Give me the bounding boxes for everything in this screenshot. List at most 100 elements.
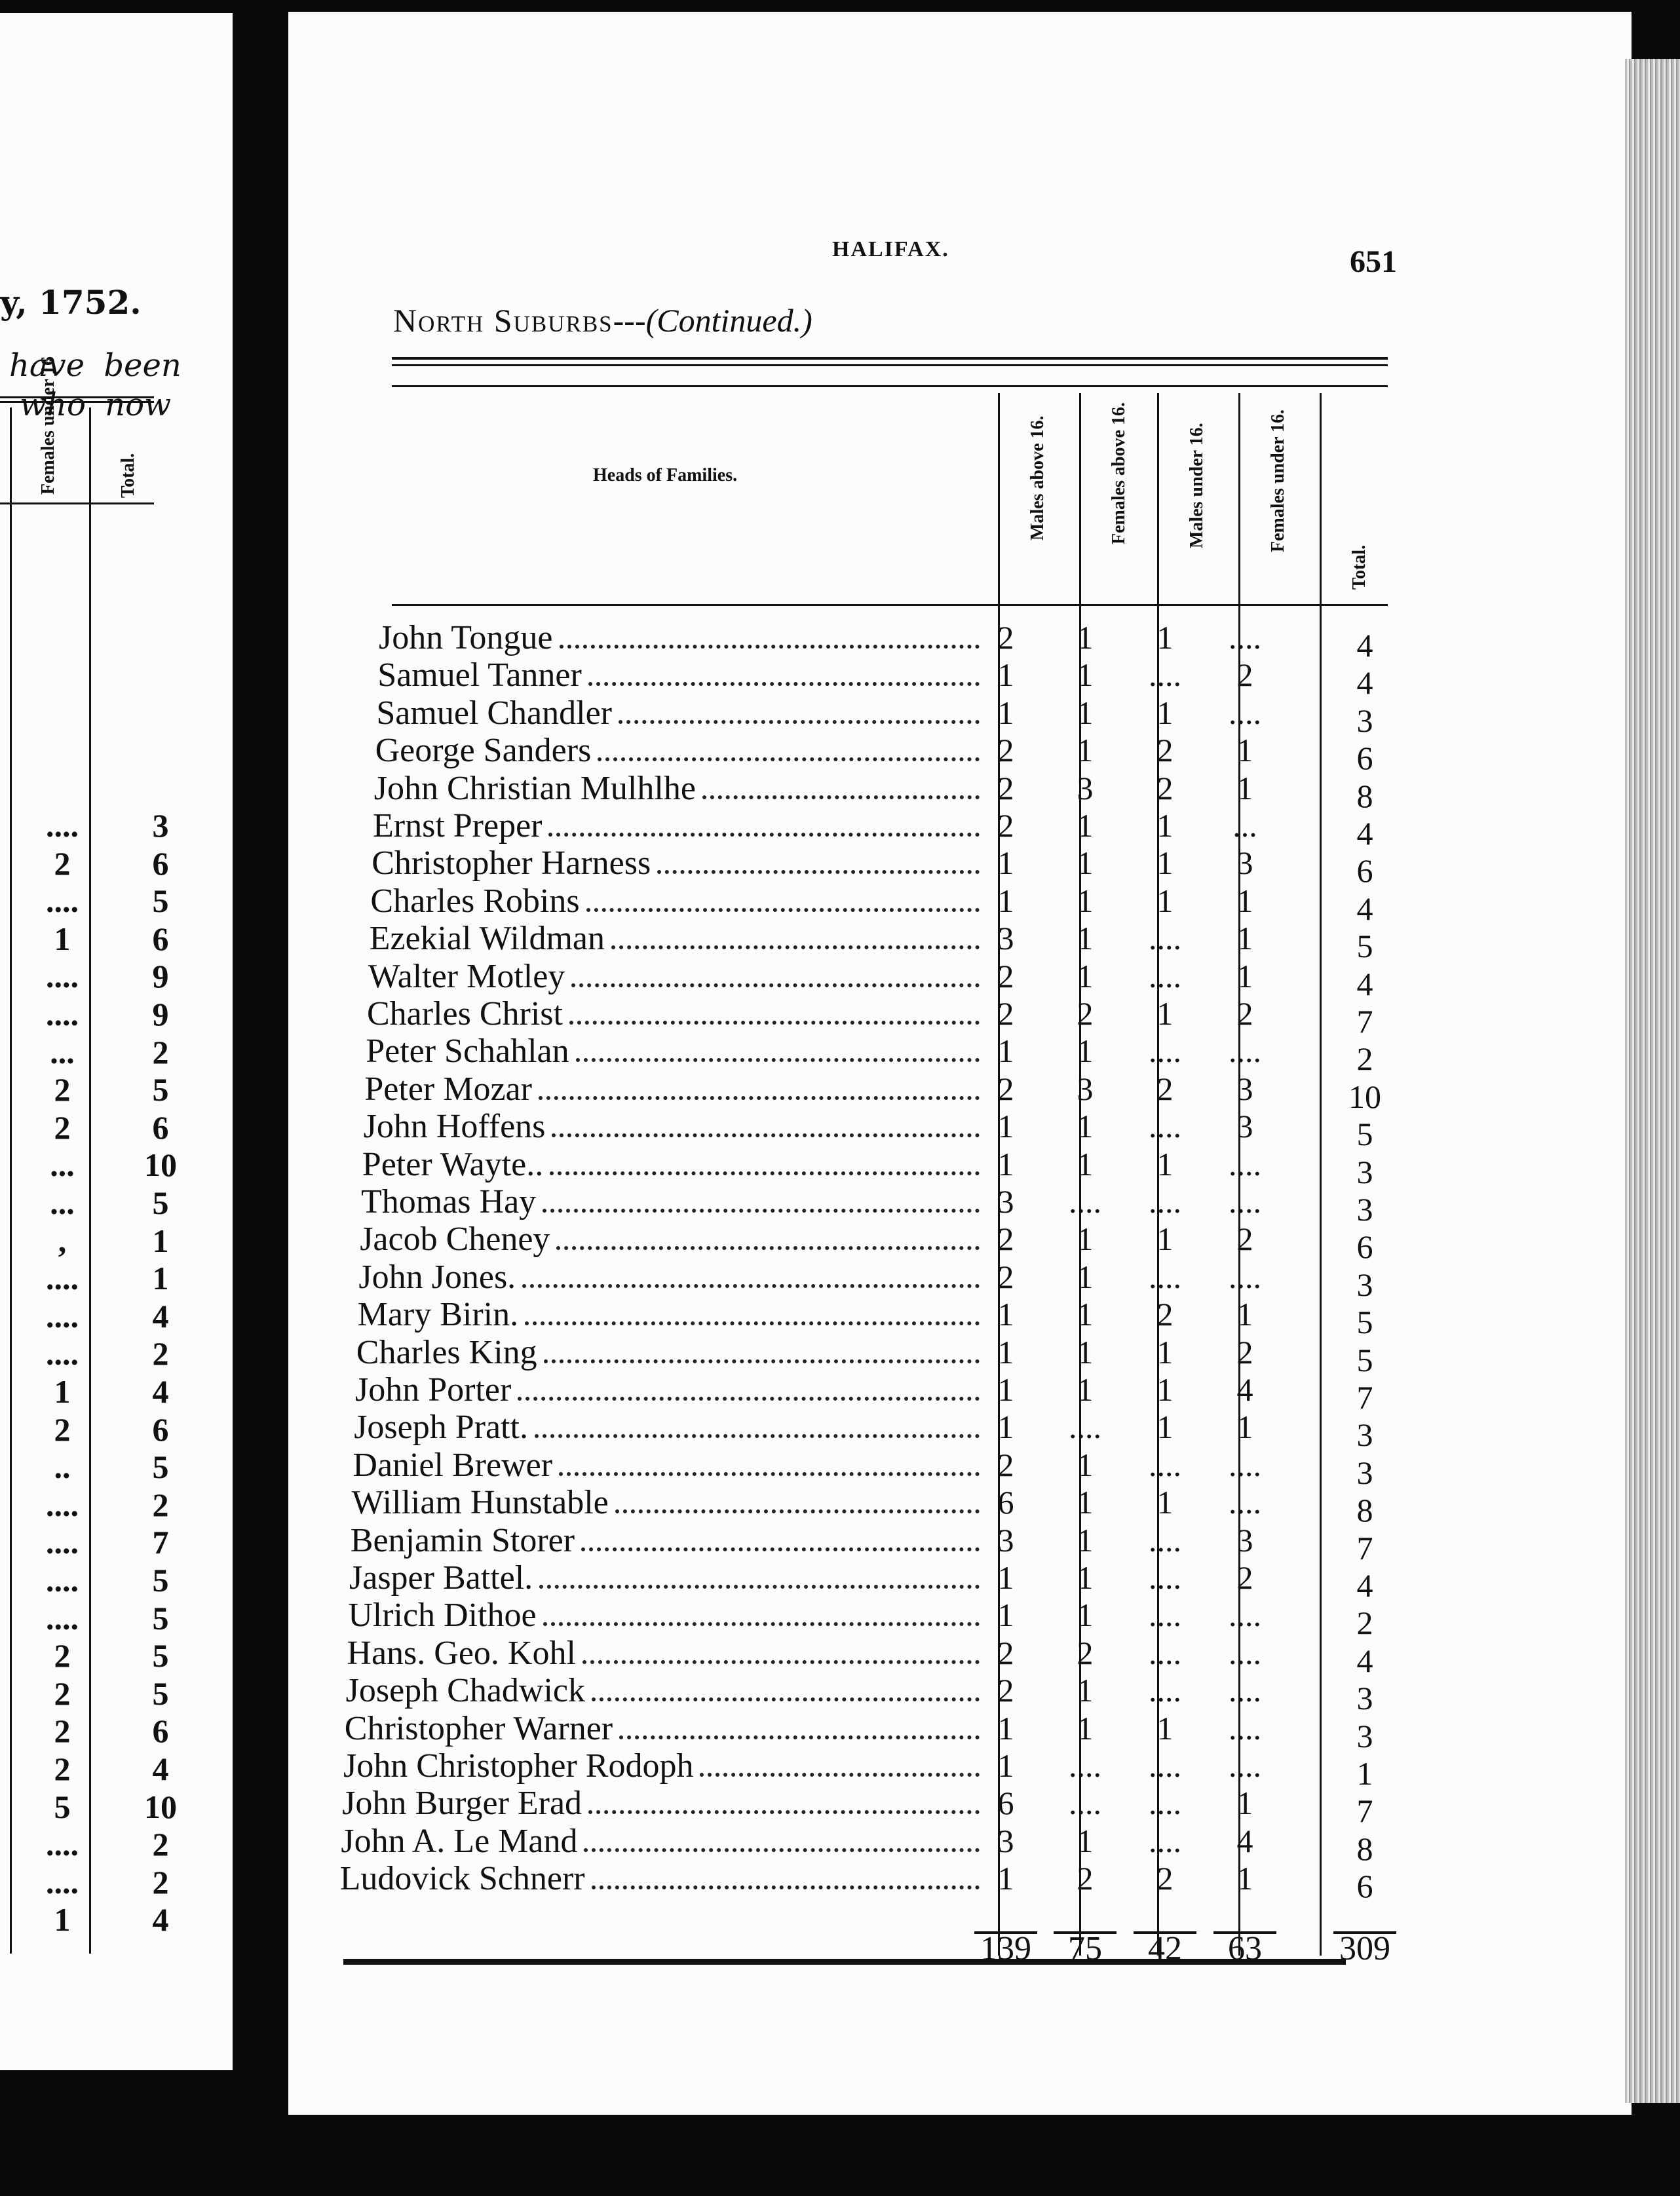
value-cell: 1 [1077, 844, 1094, 882]
value-cell: .... [1149, 1634, 1181, 1671]
left-total-cell: 5 [152, 1184, 169, 1221]
value-cell: 4 [1236, 1822, 1253, 1859]
head-of-family-name: John Burger Erad [342, 1785, 582, 1823]
value-cell: 7 [1356, 1529, 1373, 1566]
value-cell: 2 [1356, 1040, 1373, 1078]
left-total-cell: 10 [144, 1146, 177, 1184]
value-cell: .... [1149, 1258, 1181, 1295]
left-total-cell: 6 [152, 1713, 169, 1750]
table-row: Samuel Chandler 1 1 1.... 3 [0, 694, 1680, 739]
table-row: Peter Wayte.. 1 1 1.... 3 [0, 1146, 1680, 1190]
dot-leader [588, 682, 980, 687]
value-cell: 1 [997, 1371, 1014, 1408]
value-cell: .... [1069, 1785, 1101, 1822]
name-cell: Peter Wayte.. [362, 1146, 986, 1183]
left-total-cell: 4 [152, 1373, 169, 1410]
value-cell: 2 [1077, 1860, 1094, 1897]
value-cell: .... [1229, 1747, 1261, 1784]
value-cell: 2 [1236, 1221, 1253, 1258]
name-cell: Daniel Brewer [353, 1447, 986, 1484]
left-total-cell: 6 [152, 844, 169, 882]
head-of-family-name: John Jones. [358, 1258, 516, 1296]
section-title-suffix: ---(Continued.) [613, 302, 812, 339]
value-cell: 5 [1356, 1304, 1373, 1341]
left-females-under-cell: 2 [54, 1675, 71, 1712]
left-females-under-cell: 2 [54, 844, 71, 882]
page-number: 651 [1350, 244, 1397, 279]
value-cell: 1 [1156, 1484, 1174, 1521]
value-cell: 4 [1356, 1642, 1373, 1679]
dot-leader [702, 795, 980, 799]
value-cell: .... [1149, 1822, 1181, 1859]
value-cell: 2 [997, 995, 1014, 1032]
dot-leader [556, 1246, 980, 1251]
dot-leader [581, 1547, 980, 1551]
left-total-cell: 6 [152, 1410, 169, 1448]
value-cell: 1 [1156, 1371, 1174, 1408]
left-total-cell: 2 [152, 1033, 169, 1070]
name-cell: Christopher Harness [372, 844, 986, 882]
value-cell: 2 [997, 1070, 1014, 1107]
head-of-family-name: Charles Robins [370, 882, 580, 920]
value-cell: 2 [997, 957, 1014, 994]
left-females-under-cell: .... [46, 1260, 79, 1297]
running-head: HALIFAX. [832, 237, 949, 261]
value-cell: 6 [1356, 740, 1373, 777]
value-cell: 3 [1236, 844, 1253, 882]
head-of-family-name: Hans. Geo. Kohl [347, 1634, 576, 1672]
value-cell: 1 [1236, 882, 1253, 919]
left-col-header-total: Total. [118, 453, 138, 498]
column-header: Males under 16. [1187, 423, 1207, 548]
value-cell: 6 [997, 1484, 1014, 1521]
value-cell: 1 [1236, 920, 1253, 957]
value-cell: 1 [997, 1747, 1014, 1784]
value-cell: 3 [1356, 702, 1373, 739]
left-females-under-cell: .... [46, 1335, 79, 1372]
table-row: Ernst Preper 2 1 1... 4 [0, 807, 1680, 852]
value-cell: 1 [1077, 1521, 1094, 1559]
dot-leader [575, 1058, 980, 1063]
dot-leader [522, 1283, 980, 1288]
value-cell: 1 [1077, 1221, 1094, 1258]
left-page [0, 13, 233, 2070]
head-of-family-name: Benjamin Storer [350, 1521, 575, 1559]
section-title-text: North Suburbs [393, 302, 613, 339]
left-females-under-cell: 2 [54, 1751, 71, 1787]
value-cell: 3 [1077, 1070, 1094, 1107]
dot-leader [525, 1321, 980, 1326]
head-of-family-name: Peter Mozar [364, 1070, 532, 1108]
head-of-family-name: Christopher Warner [344, 1709, 613, 1747]
value-cell: .... [1149, 1672, 1181, 1709]
head-of-family-name: Jasper Battel. [349, 1559, 533, 1597]
head-of-family-name: Samuel Tanner [377, 656, 582, 694]
dot-leader [534, 1434, 980, 1439]
left-females-under-cell: .... [46, 807, 79, 844]
value-cell: .... [1149, 1446, 1181, 1483]
value-cell: 1 [1077, 1484, 1094, 1521]
value-cell: 6 [997, 1785, 1014, 1822]
table-row: Benjamin Storer 3 1.... 3 7 [0, 1521, 1680, 1566]
table-row: Jasper Battel. 1 1.... 2 4 [0, 1559, 1680, 1604]
left-total-cell: 2 [152, 1486, 169, 1523]
value-cell: 3 [1077, 769, 1094, 806]
head-of-family-name: Peter Wayte.. [362, 1145, 544, 1183]
column-line [1320, 393, 1322, 1956]
value-cell: 1 [1077, 957, 1094, 994]
value-cell: 1 [1156, 1221, 1174, 1258]
left-females-under-cell: .... [46, 1486, 79, 1523]
left-females-under-cell: 2 [54, 1713, 71, 1750]
left-total-cell: 6 [152, 1108, 169, 1146]
value-cell: .... [1149, 920, 1181, 957]
dot-leader [582, 1659, 980, 1664]
page-edges [1625, 59, 1680, 2103]
value-cell: 3 [1236, 1108, 1253, 1145]
dot-leader [588, 1810, 980, 1815]
value-cell: 2 [1156, 769, 1174, 806]
value-cell: 5 [1356, 1341, 1373, 1378]
value-cell: 5 [1356, 928, 1373, 965]
value-cell: .... [1069, 1409, 1101, 1446]
value-cell: 2 [997, 619, 1014, 656]
value-cell: 3 [1356, 1153, 1373, 1190]
table-row: Walter Motley 2 1.... 1 4 [0, 957, 1680, 1002]
name-cell: Joseph Pratt. [354, 1409, 986, 1446]
